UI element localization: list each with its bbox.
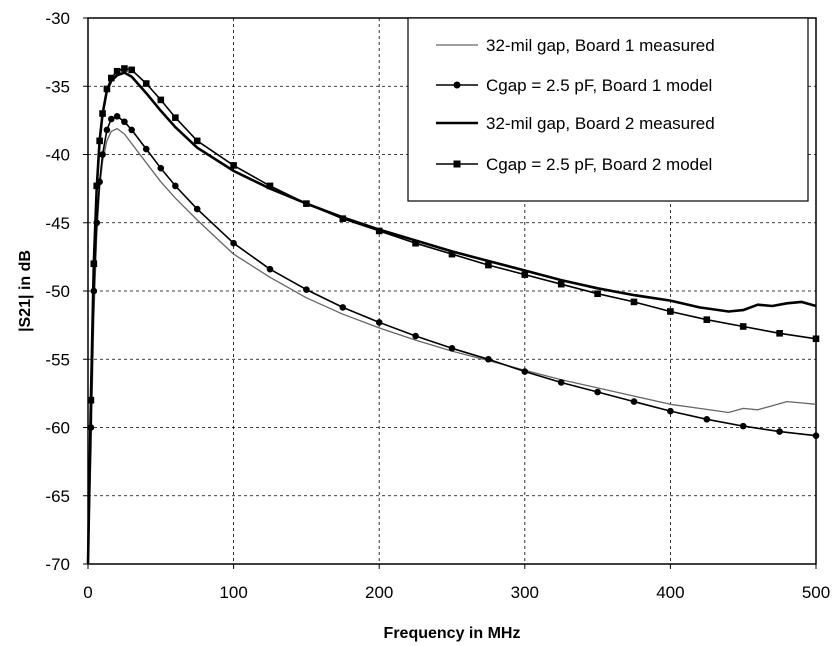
data-point [107, 74, 115, 82]
y-tick-label: -45 [45, 214, 70, 233]
data-point [739, 422, 747, 430]
data-point [557, 280, 565, 288]
y-tick-label: -60 [45, 419, 70, 438]
data-point [412, 239, 419, 247]
x-tick-label: 200 [365, 583, 393, 602]
data-point [303, 286, 310, 293]
series-line [87, 67, 817, 565]
data-point [630, 298, 638, 306]
data-point [375, 227, 383, 235]
data-point [739, 323, 747, 330]
data-point [266, 265, 274, 273]
y-tick-label: -55 [45, 350, 70, 369]
data-point [107, 115, 115, 123]
data-point [113, 112, 121, 120]
y-tick-label: -35 [45, 77, 70, 96]
data-point [521, 271, 529, 278]
legend-swatch-marker [453, 81, 461, 89]
series-1 [87, 127, 817, 565]
data-point [103, 85, 111, 93]
data-point [557, 379, 565, 386]
data-point [121, 118, 128, 126]
data-point [485, 355, 492, 363]
data-point [776, 330, 783, 337]
data-point [193, 205, 201, 213]
x-tick-label: 300 [511, 583, 539, 602]
data-point [375, 319, 383, 326]
data-point [630, 398, 638, 405]
data-point [776, 428, 783, 435]
data-point [485, 261, 492, 269]
data-point [99, 151, 106, 158]
data-point [230, 239, 237, 247]
data-point [448, 250, 456, 258]
legend-item-4: Cgap = 2.5 pF, Board 2 model [436, 155, 712, 174]
y-axis-ticks: -70 -65 -60 -55 -50 -45 -40 -35 -30 [45, 9, 88, 574]
data-point [172, 114, 179, 121]
legend-label: Cgap = 2.5 pF, Board 2 model [486, 155, 712, 174]
data-point [157, 164, 165, 172]
data-point [172, 182, 179, 190]
series-line [87, 127, 817, 565]
y-tick-label: -70 [45, 555, 70, 574]
data-point [703, 316, 711, 323]
data-point [128, 66, 135, 74]
y-tick-label: -30 [45, 9, 70, 28]
data-point [266, 182, 274, 190]
data-point [339, 304, 347, 311]
data-point [142, 80, 150, 87]
legend-item-2: Cgap = 2.5 pF, Board 1 model [436, 76, 712, 95]
data-point [594, 388, 601, 396]
y-axis-title: |S21| in dB [17, 250, 34, 332]
legend-box [407, 17, 809, 202]
y-tick-label: -65 [45, 487, 70, 506]
x-axis-ticks: 0 100 200 300 400 500 [83, 564, 830, 602]
y-tick-label: -40 [45, 146, 70, 165]
series-2 [87, 112, 820, 565]
series-line [87, 115, 817, 565]
legend-label: 32-mil gap, Board 2 measured [486, 114, 715, 133]
x-axis-title: Frequency in MHz [384, 625, 521, 642]
legend-swatch-marker [453, 160, 461, 168]
series-4 [87, 65, 820, 565]
data-point [339, 215, 347, 222]
legend-item-3: 32-mil gap, Board 2 measured [436, 114, 715, 133]
data-point [448, 345, 456, 352]
x-tick-label: 100 [219, 583, 247, 602]
x-tick-label: 500 [802, 583, 830, 602]
y-tick-label: -50 [45, 282, 70, 301]
x-tick-label: 0 [83, 583, 92, 602]
data-point [667, 407, 674, 415]
data-point [521, 368, 529, 375]
data-point [157, 96, 165, 104]
data-point [128, 126, 135, 134]
data-point [96, 137, 103, 145]
data-point [230, 162, 237, 169]
data-point [412, 332, 419, 340]
data-point [93, 182, 101, 190]
data-point [142, 145, 150, 153]
x-tick-label: 400 [656, 583, 684, 602]
data-point [812, 335, 820, 343]
data-point [103, 126, 111, 134]
data-point [87, 396, 95, 404]
data-point [594, 290, 601, 298]
legend-item-1: 32-mil gap, Board 1 measured [436, 36, 715, 55]
data-point [113, 67, 121, 75]
legend-label: Cgap = 2.5 pF, Board 1 model [486, 76, 712, 95]
data-point [303, 200, 310, 207]
data-point [90, 260, 98, 267]
legend: 32-mil gap, Board 1 measured Cgap = 2.5 p… [407, 17, 809, 202]
data-point [667, 308, 674, 315]
data-point [193, 137, 201, 145]
legend-label: 32-mil gap, Board 1 measured [486, 36, 715, 55]
data-point [99, 110, 106, 117]
data-point [812, 432, 820, 439]
series-group [86, 65, 820, 565]
data-point [703, 416, 711, 423]
data-point [121, 65, 128, 72]
